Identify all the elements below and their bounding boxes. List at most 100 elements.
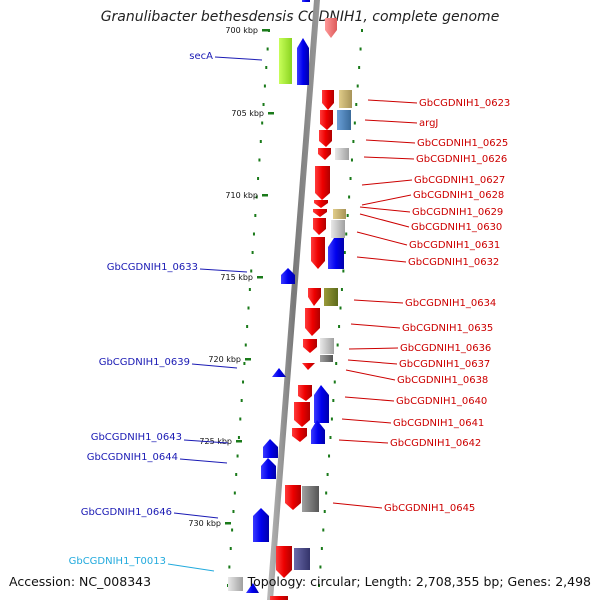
gene-bottom-red xyxy=(276,546,292,578)
axis-dots xyxy=(227,29,363,587)
gene-0643 xyxy=(263,439,278,458)
right-gene-labels: GbCGDNIH1_0623 argJ GbCGDNIH1_0625 GbCGDNIH… xyxy=(384,98,510,514)
gene-bottom-purple xyxy=(294,548,310,570)
gene-label-right: GbCGDNIH1_0629 xyxy=(412,207,503,218)
scale-tick-label: 725 kbp xyxy=(199,437,232,446)
gene-label-right: GbCGDNIH1_0623 xyxy=(419,98,510,109)
leader-line xyxy=(199,268,248,273)
leader-line xyxy=(179,458,228,464)
gene-label-left: GbCGDNIH1_0639 xyxy=(99,357,190,368)
gene-label-right: argJ xyxy=(419,118,438,129)
topology-text: Topology: circular; Length: 2,708,355 bp… xyxy=(247,574,591,589)
gene-label-right: GbCGDNIH1_0645 xyxy=(384,503,475,514)
gene-gray-0636 xyxy=(320,338,334,354)
gene-gray-0626 xyxy=(335,148,349,160)
gene-top-clipped-blue xyxy=(302,0,310,2)
scale-tick-mark xyxy=(262,194,268,197)
leader-line xyxy=(353,299,404,304)
scale-tick-mark xyxy=(268,112,274,115)
gene-0630 xyxy=(313,218,326,235)
scale-tick-mark xyxy=(262,29,268,32)
leader-line xyxy=(367,99,418,104)
scale-tick-label: 705 kbp xyxy=(231,109,264,118)
gene-label-right: GbCGDNIH1_0628 xyxy=(413,190,504,201)
map-title: Granulibacter bethesdensis CGDNIH1, comp… xyxy=(100,9,500,25)
leader-line xyxy=(332,502,383,509)
gene-top-clipped-pink xyxy=(325,18,337,38)
gene-0644 xyxy=(261,458,276,479)
gene-label-right: GbCGDNIH1_0636 xyxy=(400,343,491,354)
gene-0626 xyxy=(318,148,331,160)
leader-line xyxy=(167,563,215,572)
leader-line xyxy=(341,418,392,424)
leader-line xyxy=(363,156,415,160)
leader-line xyxy=(364,119,418,124)
gene-bottom-gray xyxy=(228,577,243,591)
gene-steel-argJ xyxy=(337,110,351,130)
leader-line xyxy=(361,194,412,206)
gene-label-right: GbCGDNIH1_0635 xyxy=(402,323,493,334)
gene-tan-0629 xyxy=(333,209,346,219)
gene-0634 xyxy=(308,288,321,306)
leader-line xyxy=(191,363,238,369)
scale-tick-mark xyxy=(225,522,231,525)
leader-line xyxy=(365,139,416,144)
gene-green xyxy=(279,38,292,84)
gene-label-right: GbCGDNIH1_0634 xyxy=(405,298,496,309)
gene-label-right: GbCGDNIH1_0626 xyxy=(416,154,507,165)
gene-label-left: secA xyxy=(189,51,213,62)
scale-tick-mark xyxy=(257,276,263,279)
gene-0646 xyxy=(253,508,269,542)
gene-0642-blue xyxy=(311,420,325,444)
gene-0640 xyxy=(298,385,312,401)
scale-tick-label: 720 kbp xyxy=(208,355,241,364)
genome-backbone xyxy=(267,0,320,600)
gene-label-left: GbCGDNIH1_T0013 xyxy=(69,556,166,567)
gene-gray-0637 xyxy=(320,355,333,362)
leader-line xyxy=(359,213,410,228)
scale-tick-label: 730 kbp xyxy=(188,519,221,528)
accession-text: Accession: NC_008343 xyxy=(9,574,152,589)
gene-secA xyxy=(297,38,309,85)
gene-label-right: GbCGDNIH1_0641 xyxy=(393,418,484,429)
gene-0645 xyxy=(285,485,301,510)
gene-0636 xyxy=(303,339,317,353)
leader-line xyxy=(359,206,411,213)
gene-label-right: GbCGDNIH1_0630 xyxy=(411,222,502,233)
leader-line xyxy=(350,323,401,329)
gene-0639 xyxy=(272,368,286,377)
gene-gray-0630 xyxy=(331,220,345,238)
gene-0642 xyxy=(292,428,307,442)
gene-0635 xyxy=(305,308,320,336)
gene-0640-blue xyxy=(314,385,329,423)
gene-0625 xyxy=(319,130,332,147)
label-leaders xyxy=(167,56,418,572)
scale-tick-mark xyxy=(236,440,242,443)
leader-line xyxy=(361,179,413,186)
leader-line xyxy=(345,369,396,381)
scale-tick-label: 710 kbp xyxy=(225,191,258,200)
gene-0631 xyxy=(311,237,325,269)
leader-line xyxy=(214,56,263,61)
leader-line xyxy=(347,359,398,365)
leader-line xyxy=(344,396,395,402)
leader-line xyxy=(338,439,389,444)
gene-label-left: GbCGDNIH1_0646 xyxy=(81,507,172,518)
gene-label-right: GbCGDNIH1_0632 xyxy=(408,257,499,268)
gene-0629 xyxy=(313,209,327,217)
gene-label-right: GbCGDNIH1_0637 xyxy=(399,359,490,370)
gene-label-right: GbCGDNIH1_0627 xyxy=(414,175,505,186)
gene-bottom-clipped xyxy=(270,596,288,600)
gene-0638 xyxy=(302,363,315,370)
gene-0632 xyxy=(328,238,344,269)
scale-ticks: 700 kbp 705 kbp 710 kbp 715 kbp 720 kbp 725 k… xyxy=(188,26,274,528)
gene-label-right: GbCGDNIH1_0631 xyxy=(409,240,500,251)
left-gene-labels: secA GbCGDNIH1_0633 GbCGDNIH1_0639 GbCGDNIH… xyxy=(69,51,214,567)
leader-line xyxy=(173,512,219,519)
gene-label-right: GbCGDNIH1_0642 xyxy=(390,438,481,449)
gene-label-left: GbCGDNIH1_0633 xyxy=(107,262,198,273)
gene-0623 xyxy=(322,90,334,110)
gene-olive-0634 xyxy=(324,288,338,306)
scale-tick-label: 700 kbp xyxy=(225,26,258,35)
leader-line xyxy=(356,231,408,246)
